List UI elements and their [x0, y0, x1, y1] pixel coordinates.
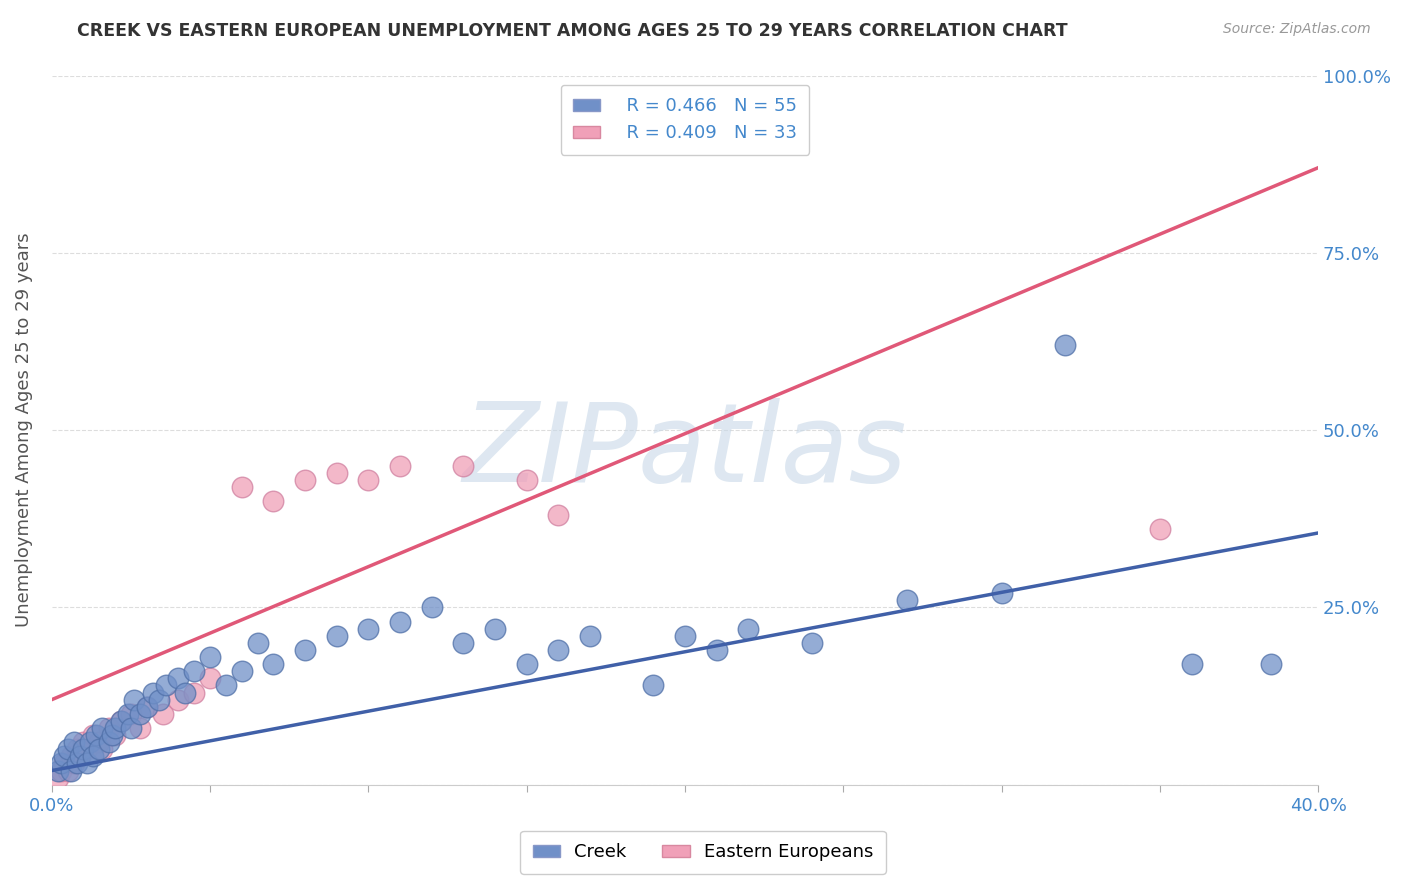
Point [388, 615, 411, 629]
Point [173, 685, 195, 699]
Point [198, 672, 221, 686]
Point [990, 586, 1012, 600]
Point [547, 508, 569, 523]
Point [120, 706, 142, 721]
Point [120, 721, 142, 735]
Point [56, 742, 79, 756]
Point [167, 672, 190, 686]
Point [579, 629, 602, 643]
Text: ZIPatlas: ZIPatlas [463, 398, 907, 505]
Point [516, 473, 538, 487]
Point [97, 721, 120, 735]
Point [516, 657, 538, 672]
Point [1053, 338, 1076, 352]
Point [706, 643, 728, 657]
Point [129, 706, 152, 721]
Point [800, 636, 823, 650]
Point [896, 593, 918, 607]
Point [101, 728, 124, 742]
Point [215, 678, 238, 692]
Point [84, 728, 107, 742]
Point [104, 728, 127, 742]
Point [183, 665, 205, 679]
Text: Source: ZipAtlas.com: Source: ZipAtlas.com [1223, 22, 1371, 37]
Point [148, 692, 170, 706]
Point [91, 721, 114, 735]
Point [122, 692, 145, 706]
Point [453, 458, 475, 473]
Point [63, 756, 86, 771]
Point [76, 756, 98, 771]
Point [643, 678, 665, 692]
Legend:   R = 0.466   N = 55,   R = 0.409   N = 33: R = 0.466 N = 55, R = 0.409 N = 33 [561, 85, 810, 155]
Point [262, 494, 284, 508]
Point [231, 480, 253, 494]
Point [89, 735, 111, 749]
Point [59, 749, 82, 764]
Point [1180, 657, 1202, 672]
Point [66, 742, 89, 756]
Point [357, 622, 380, 636]
Point [420, 600, 443, 615]
Point [325, 629, 347, 643]
Point [117, 706, 139, 721]
Point [72, 742, 94, 756]
Point [547, 643, 569, 657]
Point [46, 764, 69, 778]
Point [97, 735, 120, 749]
Point [155, 678, 177, 692]
Point [69, 749, 91, 764]
Point [246, 636, 269, 650]
Point [82, 749, 104, 764]
Point [66, 756, 89, 771]
Point [110, 714, 132, 728]
Point [104, 721, 127, 735]
Point [357, 473, 380, 487]
Point [673, 629, 696, 643]
Point [59, 764, 82, 778]
Point [135, 699, 157, 714]
Point [453, 636, 475, 650]
Point [82, 728, 104, 742]
Point [79, 735, 101, 749]
Point [294, 473, 316, 487]
Point [325, 466, 347, 480]
Point [76, 742, 98, 756]
Point [89, 742, 111, 756]
Point [198, 650, 221, 665]
Point [484, 622, 506, 636]
Point [129, 721, 152, 735]
Point [91, 742, 114, 756]
Point [737, 622, 759, 636]
Point [388, 458, 411, 473]
Point [294, 643, 316, 657]
Point [231, 665, 253, 679]
Point [69, 749, 91, 764]
Point [63, 735, 86, 749]
Point [135, 699, 157, 714]
Point [110, 714, 132, 728]
Point [152, 706, 174, 721]
Text: CREEK VS EASTERN EUROPEAN UNEMPLOYMENT AMONG AGES 25 TO 29 YEARS CORRELATION CHA: CREEK VS EASTERN EUROPEAN UNEMPLOYMENT A… [77, 22, 1069, 40]
Legend: Creek, Eastern Europeans: Creek, Eastern Europeans [520, 830, 886, 874]
Point [53, 749, 76, 764]
Point [51, 764, 73, 778]
Point [46, 771, 69, 785]
Point [72, 735, 94, 749]
Point [51, 756, 73, 771]
Point [142, 685, 165, 699]
Point [167, 692, 190, 706]
Point [53, 756, 76, 771]
Point [262, 657, 284, 672]
Y-axis label: Unemployment Among Ages 25 to 29 years: Unemployment Among Ages 25 to 29 years [15, 233, 32, 627]
Point [1149, 523, 1171, 537]
Point [56, 764, 79, 778]
Point [183, 685, 205, 699]
Point [1260, 657, 1282, 672]
